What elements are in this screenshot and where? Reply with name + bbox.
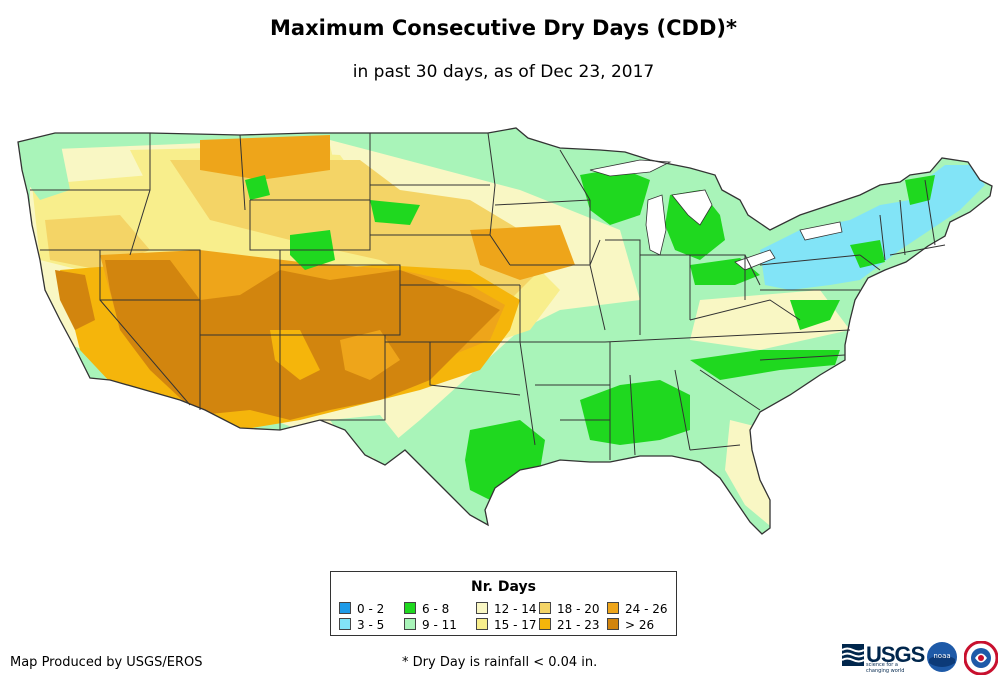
legend-item: 15 - 17 <box>476 618 537 632</box>
legend-item: 18 - 20 <box>539 602 600 616</box>
legend-swatch <box>339 602 351 614</box>
map-credit: Map Produced by USGS/EROS <box>10 655 203 670</box>
legend-label: 3 - 5 <box>357 618 385 632</box>
legend-item: 0 - 2 <box>339 602 385 616</box>
cdd-shading <box>18 128 992 534</box>
legend-item: > 26 <box>607 618 655 632</box>
legend-label: 0 - 2 <box>357 602 385 616</box>
noaa-text: noaa <box>933 652 950 660</box>
legend-swatch <box>607 602 619 614</box>
legend-item: 24 - 26 <box>607 602 668 616</box>
legend-swatch <box>539 602 551 614</box>
legend-label: 9 - 11 <box>422 618 457 632</box>
legend-swatch <box>404 602 416 614</box>
legend: Nr. Days 0 - 2 3 - 5 6 - 8 9 - 11 12 - 14 15 … <box>330 571 677 636</box>
legend-label: 21 - 23 <box>557 618 600 632</box>
legend-label: > 26 <box>625 618 655 632</box>
legend-label: 12 - 14 <box>494 602 537 616</box>
legend-item: 6 - 8 <box>404 602 450 616</box>
legend-item: 9 - 11 <box>404 618 457 632</box>
legend-swatch <box>476 602 488 614</box>
map-title: Maximum Consecutive Dry Days (CDD)* <box>270 16 737 40</box>
state-boundaries <box>17 127 993 535</box>
legend-swatch <box>339 618 351 630</box>
footnote: * Dry Day is rainfall < 0.04 in. <box>402 655 598 670</box>
legend-item: 3 - 5 <box>339 618 385 632</box>
legend-item: 21 - 23 <box>539 618 600 632</box>
legend-title: Nr. Days <box>471 579 536 595</box>
usgs-logo: USGS science for a changing world <box>842 642 925 674</box>
legend-swatch <box>404 618 416 630</box>
noaa-logo: noaa <box>927 642 957 672</box>
nws-logo <box>964 641 998 675</box>
map-subtitle: in past 30 days, as of Dec 23, 2017 <box>352 62 655 82</box>
legend-label: 24 - 26 <box>625 602 668 616</box>
legend-swatch <box>476 618 488 630</box>
usgs-wave-icon <box>842 644 864 666</box>
legend-swatch <box>539 618 551 630</box>
usgs-wordmark: USGS <box>866 642 925 667</box>
legend-label: 6 - 8 <box>422 602 450 616</box>
legend-swatch <box>607 618 619 630</box>
legend-item: 12 - 14 <box>476 602 537 616</box>
legend-label: 15 - 17 <box>494 618 537 632</box>
legend-label: 18 - 20 <box>557 602 600 616</box>
usgs-tagline: science for a changing world <box>866 662 905 674</box>
